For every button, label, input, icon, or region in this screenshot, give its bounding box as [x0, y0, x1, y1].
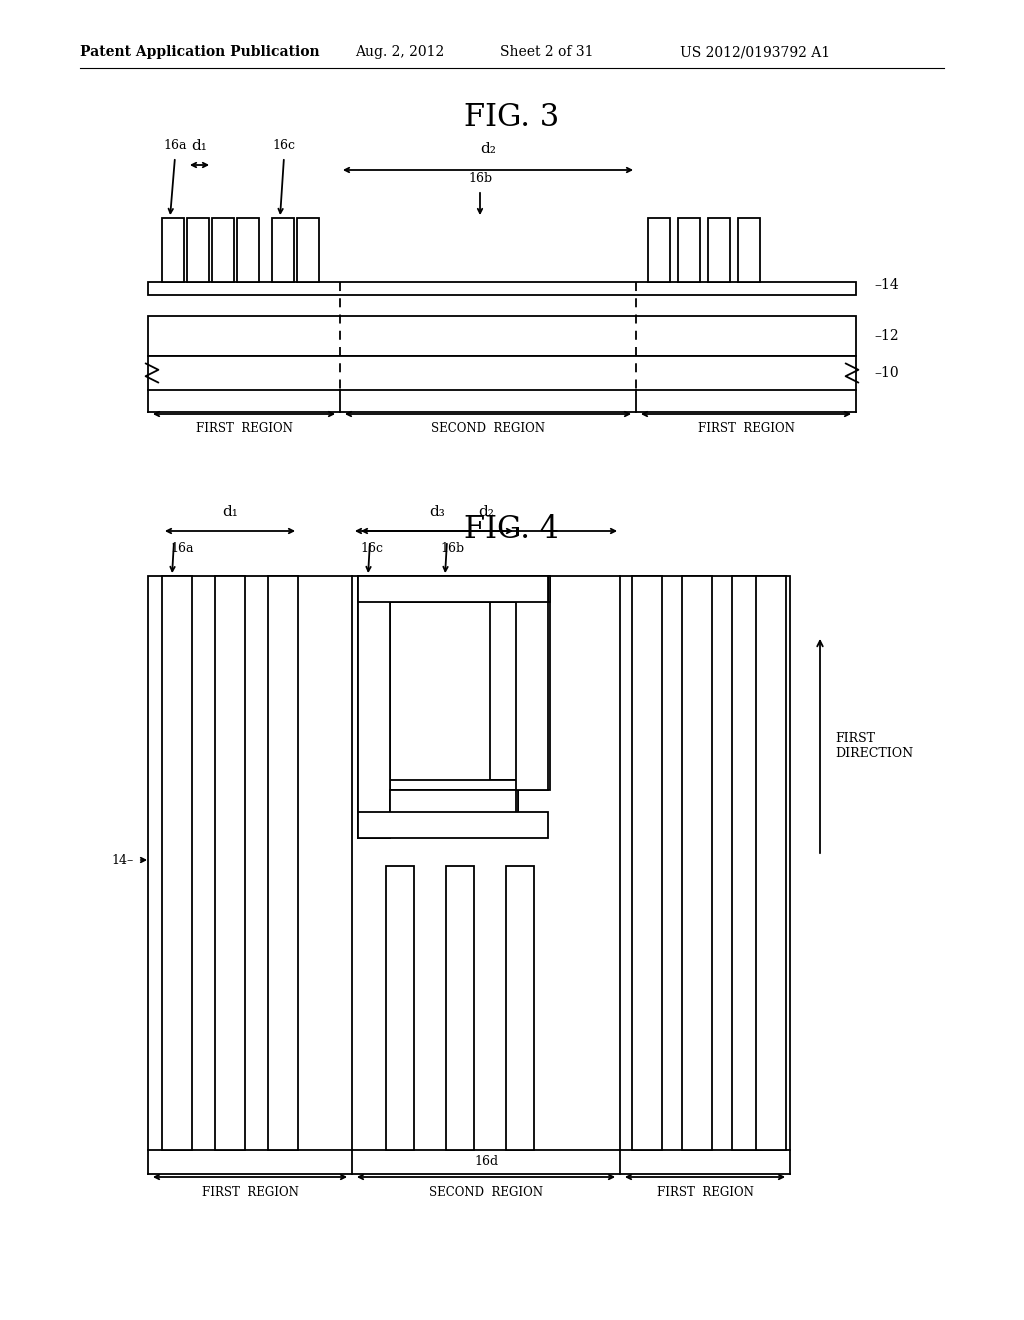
Bar	[268, 576, 298, 1150]
Bar	[212, 218, 234, 282]
Text: 16d: 16d	[474, 1155, 498, 1168]
Text: d₁: d₁	[222, 506, 238, 519]
Bar	[148, 282, 856, 294]
Text: 16b: 16b	[440, 543, 464, 556]
Text: FIRST  REGION: FIRST REGION	[656, 1185, 754, 1199]
Text: FIG. 3: FIG. 3	[464, 103, 560, 133]
Bar	[360, 780, 518, 820]
Bar	[237, 218, 259, 282]
Bar	[358, 576, 548, 602]
Text: d₂: d₂	[478, 506, 494, 519]
Text: –12: –12	[874, 329, 899, 343]
Bar	[756, 576, 786, 1150]
Bar	[678, 218, 700, 282]
Text: FIRST  REGION: FIRST REGION	[202, 1185, 298, 1199]
Text: FIRST  REGION: FIRST REGION	[697, 421, 795, 434]
Text: SECOND  REGION: SECOND REGION	[431, 421, 545, 434]
Text: Sheet 2 of 31: Sheet 2 of 31	[500, 45, 594, 59]
Bar	[162, 218, 184, 282]
Bar	[732, 576, 762, 1150]
Text: FIRST
DIRECTION: FIRST DIRECTION	[835, 733, 913, 760]
Bar	[682, 576, 712, 1150]
Bar	[390, 789, 518, 818]
Text: US 2012/0193792 A1: US 2012/0193792 A1	[680, 45, 830, 59]
Bar	[162, 576, 193, 1150]
Bar	[518, 576, 550, 789]
Bar	[516, 576, 548, 789]
Bar	[738, 218, 760, 282]
Bar	[148, 576, 790, 1150]
Text: Patent Application Publication: Patent Application Publication	[80, 45, 319, 59]
Bar	[648, 218, 670, 282]
Bar	[358, 576, 390, 838]
Bar	[708, 218, 730, 282]
Text: 16a: 16a	[163, 139, 186, 152]
Text: d₃: d₃	[429, 506, 444, 519]
Text: Aug. 2, 2012: Aug. 2, 2012	[355, 45, 444, 59]
Bar	[386, 866, 414, 1150]
Text: –14: –14	[874, 279, 899, 292]
Bar	[358, 576, 390, 838]
Text: d₁: d₁	[191, 139, 207, 153]
Bar	[632, 576, 662, 1150]
Bar	[446, 866, 474, 1150]
Bar	[506, 866, 534, 1150]
Bar	[358, 812, 548, 838]
Bar	[297, 218, 319, 282]
Bar	[360, 576, 388, 780]
Bar	[148, 356, 856, 389]
Text: 16c: 16c	[360, 543, 383, 556]
Bar	[272, 218, 294, 282]
Text: 16c: 16c	[272, 139, 296, 152]
Text: FIG. 4: FIG. 4	[465, 515, 559, 545]
Text: SECOND  REGION: SECOND REGION	[429, 1185, 543, 1199]
Text: 16a: 16a	[170, 543, 194, 556]
Bar	[148, 315, 856, 356]
Bar	[390, 789, 516, 818]
Bar	[215, 576, 245, 1150]
Bar	[187, 218, 209, 282]
Text: 14–: 14–	[112, 854, 134, 866]
Bar	[490, 576, 518, 780]
Text: 16b: 16b	[468, 172, 493, 185]
Text: FIRST  REGION: FIRST REGION	[196, 421, 293, 434]
Text: d₂: d₂	[480, 143, 496, 156]
Text: –10: –10	[874, 366, 899, 380]
Bar	[358, 576, 550, 602]
